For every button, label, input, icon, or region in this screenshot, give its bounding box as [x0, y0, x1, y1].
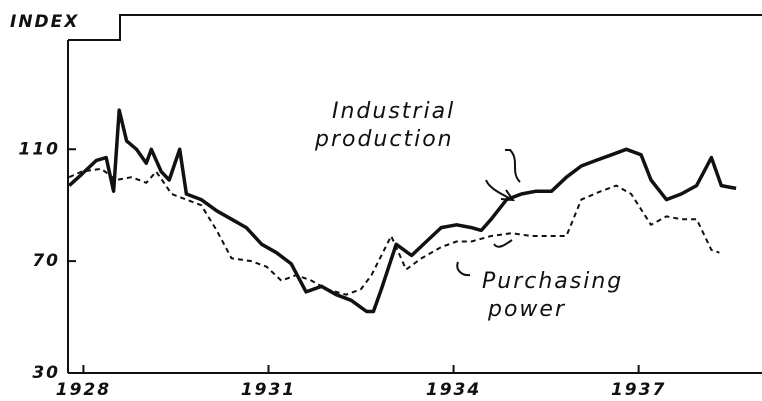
frame	[68, 14, 762, 41]
series-label: Industrial production	[314, 99, 455, 152]
y-tick-label: 70	[32, 251, 60, 271]
x-tick-label: 1931	[241, 380, 296, 400]
data-line	[68, 167, 720, 296]
series-label: Purchasing power	[482, 269, 623, 322]
y-tick-label: 30	[32, 363, 60, 383]
annotation-arrow	[456, 239, 513, 277]
x-tick-label: 1937	[611, 380, 666, 400]
x-tick-label: 1934	[426, 380, 481, 400]
y-tick-label: 110	[19, 139, 61, 159]
data-line	[68, 108, 737, 314]
annotation-arrow	[485, 149, 521, 202]
chart-title: INDEX	[10, 12, 79, 32]
x-tick-label: 1928	[56, 380, 111, 400]
